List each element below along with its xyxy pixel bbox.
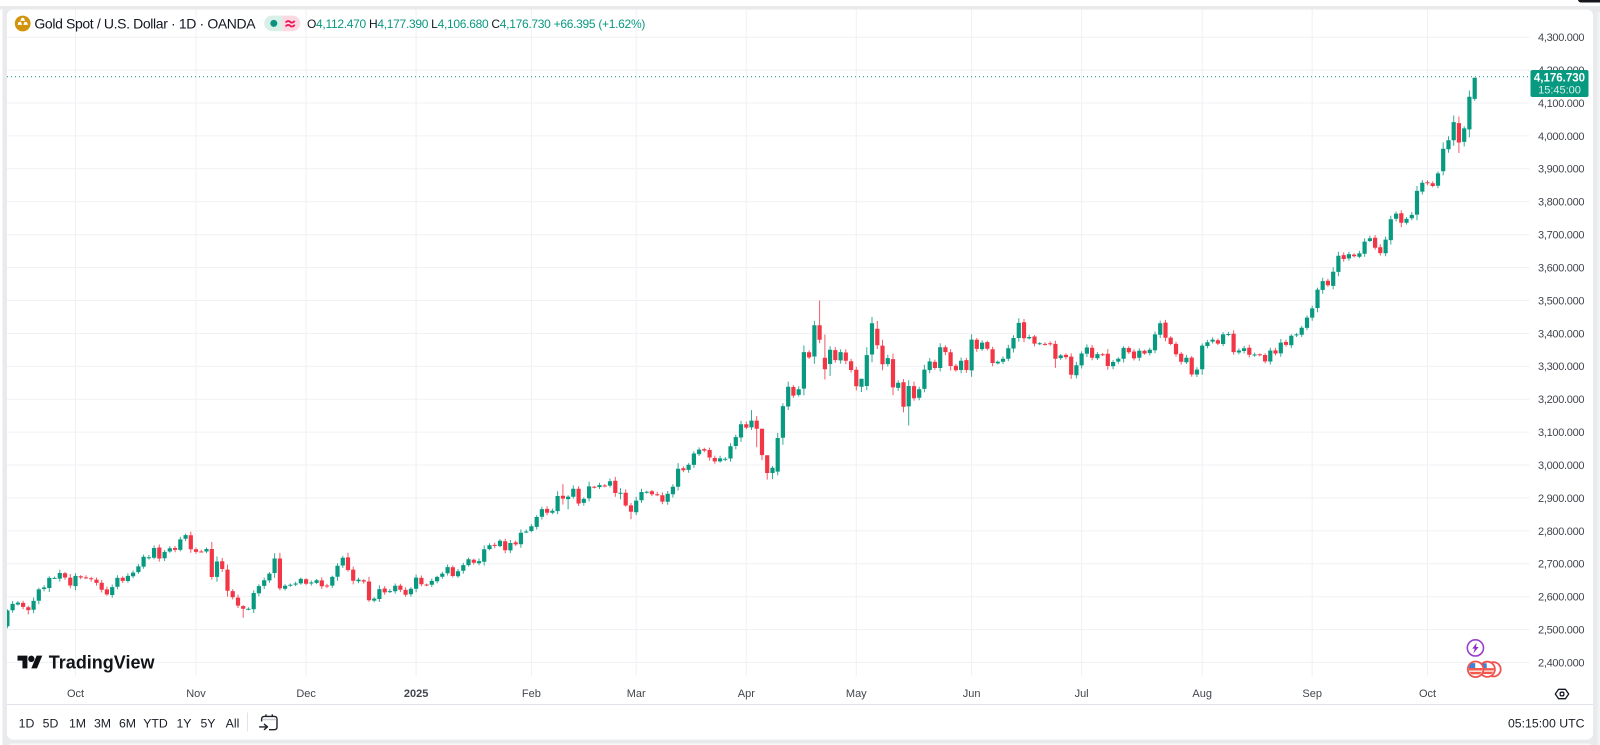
svg-text:Jun: Jun [963, 688, 981, 700]
svg-text:Jul: Jul [1075, 688, 1089, 700]
svg-text:3,800.000: 3,800.000 [1538, 197, 1584, 209]
svg-text:2,900.000: 2,900.000 [1538, 493, 1584, 505]
svg-text:Nov: Nov [186, 688, 206, 700]
svg-text:3,400.000: 3,400.000 [1538, 328, 1584, 340]
svg-text:TradingView: TradingView [49, 653, 156, 673]
svg-text:1Y: 1Y [176, 717, 191, 731]
svg-text:3,500.000: 3,500.000 [1538, 295, 1584, 307]
svg-text:Apr: Apr [738, 688, 755, 700]
svg-text:3,900.000: 3,900.000 [1538, 164, 1584, 176]
svg-text:4,176.730: 4,176.730 [1534, 73, 1585, 85]
svg-text:4,300.000: 4,300.000 [1538, 32, 1584, 44]
svg-text:All: All [226, 717, 240, 731]
svg-text:YTD: YTD [143, 717, 168, 731]
svg-text:3,600.000: 3,600.000 [1538, 263, 1584, 275]
svg-text:Mar: Mar [627, 688, 646, 700]
svg-text:2,600.000: 2,600.000 [1538, 592, 1584, 604]
svg-text:3,700.000: 3,700.000 [1538, 230, 1584, 242]
svg-text:O4,112.470 H4,177.390 L4,106.6: O4,112.470 H4,177.390 L4,106.680 C4,176.… [307, 17, 645, 31]
svg-text:2,800.000: 2,800.000 [1538, 526, 1584, 538]
svg-text:2025: 2025 [404, 688, 428, 700]
svg-text:Feb: Feb [522, 688, 541, 700]
svg-text:5Y: 5Y [200, 717, 215, 731]
svg-text:05:15:00 UTC: 05:15:00 UTC [1508, 717, 1585, 731]
svg-text:2,700.000: 2,700.000 [1538, 559, 1584, 571]
svg-text:Oct: Oct [1419, 688, 1436, 700]
svg-text:Sep: Sep [1302, 688, 1322, 700]
svg-text:2,400.000: 2,400.000 [1538, 657, 1584, 669]
svg-text:6M: 6M [119, 717, 136, 731]
svg-text:4,100.000: 4,100.000 [1538, 98, 1584, 110]
svg-text:May: May [846, 688, 867, 700]
svg-text:Oct: Oct [67, 688, 84, 700]
svg-text:4,000.000: 4,000.000 [1538, 131, 1584, 143]
svg-text:Gold Spot / U.S. Dollar · 1D ·: Gold Spot / U.S. Dollar · 1D · OANDA [34, 15, 256, 31]
svg-text:3,300.000: 3,300.000 [1538, 361, 1584, 373]
svg-text:3,000.000: 3,000.000 [1538, 460, 1584, 472]
svg-text:15:45:00: 15:45:00 [1538, 85, 1581, 97]
svg-text:3M: 3M [94, 717, 111, 731]
svg-text:2,500.000: 2,500.000 [1538, 625, 1584, 637]
svg-text:1D: 1D [19, 717, 35, 731]
svg-text:Aug: Aug [1192, 688, 1212, 700]
svg-text:3,200.000: 3,200.000 [1538, 394, 1584, 406]
svg-text:3,100.000: 3,100.000 [1538, 427, 1584, 439]
svg-text:5D: 5D [43, 717, 59, 731]
svg-text:Dec: Dec [296, 688, 316, 700]
svg-text:1M: 1M [69, 717, 86, 731]
